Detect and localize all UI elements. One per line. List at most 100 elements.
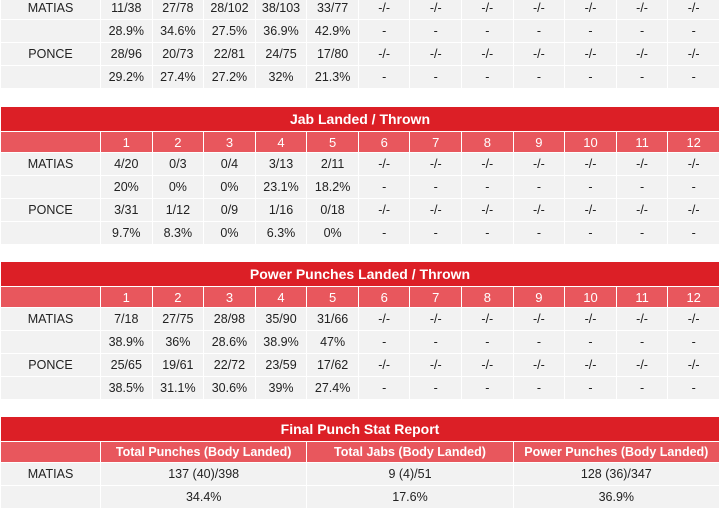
stat-cell: 0% — [203, 221, 256, 245]
stat-cell: - — [461, 65, 514, 89]
stat-cell: 11/38 — [100, 0, 153, 20]
stat-cell: -/- — [564, 198, 617, 222]
stat-cell: 0% — [151, 175, 205, 199]
stat-cell: -/- — [461, 353, 514, 377]
stat-cell: -/- — [409, 42, 463, 66]
round-header: 7 — [409, 131, 463, 153]
stat-cell: -/- — [564, 152, 617, 176]
fighter-name — [0, 65, 101, 89]
stat-cell: 17/80 — [306, 42, 359, 66]
stat-cell: -/- — [357, 0, 411, 20]
stat-cell: -/- — [409, 0, 463, 20]
round-header: 9 — [512, 286, 566, 308]
round-header: 8 — [461, 286, 514, 308]
stat-cell: 35/90 — [254, 307, 308, 331]
round-header: 8 — [461, 131, 514, 153]
stat-cell: 20% — [100, 175, 153, 199]
stat-cell: -/- — [461, 42, 514, 66]
corner-cell — [0, 441, 101, 463]
round-header: 4 — [254, 131, 308, 153]
stat-cell: -/- — [667, 152, 720, 176]
stat-cell: 17/62 — [306, 353, 359, 377]
stat-cell: 2/11 — [306, 152, 359, 176]
corner-cell — [0, 131, 101, 153]
stat-cell: 18.2% — [306, 175, 359, 199]
stat-cell: 38.9% — [100, 330, 153, 354]
stat-cell: 128 (36)/347 — [512, 462, 720, 486]
fighter-name: PONCE — [0, 198, 101, 222]
stat-cell: 36% — [151, 330, 205, 354]
round-header: 5 — [306, 286, 359, 308]
stat-cell: - — [564, 65, 617, 89]
table-row: MATIAS 137 (40)/398 9 (4)/51 128 (36)/347 — [0, 462, 720, 486]
round-header: 2 — [151, 286, 205, 308]
stat-cell: -/- — [461, 307, 514, 331]
table-row: 34.4% 17.6% 36.9% — [0, 485, 720, 509]
round-header: 11 — [615, 131, 669, 153]
stat-cell: - — [461, 221, 514, 245]
table-title: Jab Landed / Thrown — [0, 106, 720, 132]
stat-cell: - — [461, 19, 514, 43]
stat-cell: - — [357, 175, 411, 199]
stat-cell: 25/65 — [100, 353, 153, 377]
stat-cell: - — [667, 175, 720, 199]
stat-cell: - — [615, 376, 669, 400]
round-header: 7 — [409, 286, 463, 308]
fighter-name: MATIAS — [0, 0, 101, 20]
stat-cell: - — [667, 221, 720, 245]
table-row: PONCE 3/31 1/12 0/9 1/16 0/18 -/- -/- -/- -/- -/- -… — [0, 198, 720, 222]
stat-cell: - — [357, 330, 411, 354]
stat-cell: - — [409, 221, 463, 245]
stat-cell: 4/20 — [100, 152, 153, 176]
stat-cell: 8.3% — [151, 221, 205, 245]
round-header: 10 — [564, 286, 617, 308]
stat-cell: - — [512, 19, 566, 43]
stat-cell: -/- — [409, 198, 463, 222]
stat-cell: 28.9% — [100, 19, 153, 43]
stat-cell: -/- — [615, 198, 669, 222]
stat-cell: - — [461, 175, 514, 199]
stat-cell: 36.9% — [512, 485, 720, 509]
stat-cell: 31/66 — [306, 307, 359, 331]
table-row: MATIAS 7/18 27/75 28/98 35/90 31/66 -/- -/- -/- -… — [0, 307, 720, 331]
stat-cell: 7/18 — [100, 307, 153, 331]
stat-cell: - — [512, 175, 566, 199]
stat-cell: - — [667, 19, 720, 43]
stat-cell: -/- — [615, 42, 669, 66]
stat-cell: 47% — [306, 330, 359, 354]
stat-cell: -/- — [512, 152, 566, 176]
stat-cell: 38.9% — [254, 330, 308, 354]
stat-cell: -/- — [564, 307, 617, 331]
fighter-name — [0, 376, 101, 400]
stat-cell: - — [615, 330, 669, 354]
round-header: 11 — [615, 286, 669, 308]
stat-cell: 28/98 — [203, 307, 256, 331]
stat-cell: 1/12 — [151, 198, 205, 222]
fighter-name: MATIAS — [0, 152, 101, 176]
round-header: 9 — [512, 131, 566, 153]
round-header: 5 — [306, 131, 359, 153]
fighter-name — [0, 330, 101, 354]
stat-cell: 0% — [203, 175, 256, 199]
stat-cell: 33/77 — [306, 0, 359, 20]
table-row: 38.9% 36% 28.6% 38.9% 47% - - - - - - - — [0, 330, 720, 354]
stat-cell: - — [512, 65, 566, 89]
stat-cell: 27.2% — [203, 65, 256, 89]
round-header: 1 — [100, 286, 153, 308]
stat-cell: -/- — [357, 198, 411, 222]
table-row: MATIAS 4/20 0/3 0/4 3/13 2/11 -/- -/- -/- -/- -/- -… — [0, 152, 720, 176]
stat-cell: - — [461, 330, 514, 354]
round-header: 6 — [357, 286, 411, 308]
stat-cell: - — [564, 330, 617, 354]
stat-cell: - — [667, 65, 720, 89]
stat-cell: 23/59 — [254, 353, 308, 377]
stat-cell: 29.2% — [100, 65, 153, 89]
stat-cell: -/- — [564, 0, 617, 20]
stat-cell: 27.4% — [306, 376, 359, 400]
table-title: Final Punch Stat Report — [0, 416, 720, 442]
stat-cell: 1/16 — [254, 198, 308, 222]
table-title: Power Punches Landed / Thrown — [0, 261, 720, 287]
stat-cell: 0/18 — [306, 198, 359, 222]
stat-cell: - — [409, 19, 463, 43]
